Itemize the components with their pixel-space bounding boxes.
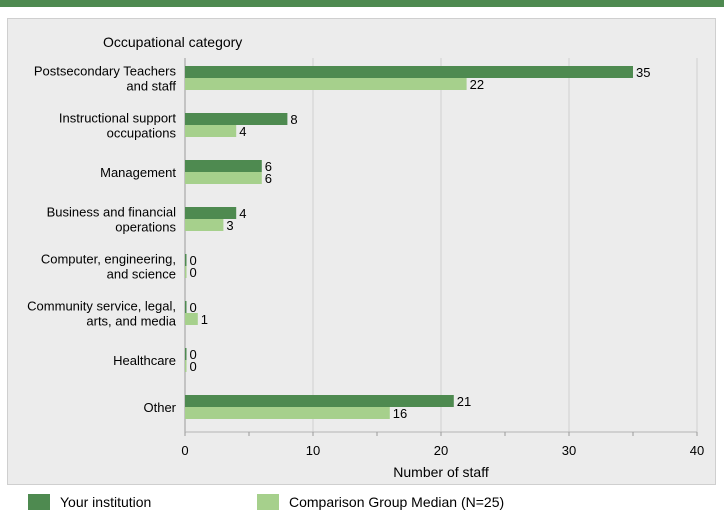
bar-comparison	[185, 172, 262, 184]
legend-swatch-comparison	[257, 494, 279, 510]
bar-comparison	[185, 266, 187, 278]
bar-primary	[185, 348, 187, 360]
x-tick-label: 30	[562, 443, 576, 458]
bar-primary	[185, 207, 237, 219]
data-label: 6	[265, 171, 272, 186]
bar-comparison	[185, 313, 198, 325]
data-label: 4	[239, 206, 246, 221]
data-label: 0	[190, 359, 197, 374]
data-label: 22	[470, 77, 484, 92]
bar-comparison	[185, 360, 187, 372]
data-label: 6	[265, 159, 272, 174]
bar-primary	[185, 395, 454, 407]
data-label: 35	[636, 65, 650, 80]
legend-swatch-primary	[28, 494, 50, 510]
bar-comparison	[185, 125, 237, 137]
category-label: Management	[100, 165, 176, 180]
legend-label-primary: Your institution	[60, 494, 152, 510]
bar-chart: Occupational category 352284664300010021…	[27, 34, 704, 480]
bar-primary	[185, 301, 187, 313]
legend-item-comparison: Comparison Group Median (N=25)	[257, 492, 504, 512]
category-label: Instructional support occupations	[59, 111, 177, 141]
x-tick-label: 40	[690, 443, 704, 458]
category-label: Computer, engineering, and science	[41, 252, 176, 282]
legend-item-primary: Your institution	[28, 492, 151, 512]
data-label: 3	[226, 218, 233, 233]
bar-comparison	[185, 219, 224, 231]
bar-primary	[185, 113, 288, 125]
top-accent-rule	[0, 0, 724, 7]
category-label: Postsecondary Teachers and staff	[34, 64, 177, 94]
x-tick-label: 0	[181, 443, 188, 458]
bar-primary	[185, 66, 633, 78]
legend-label-comparison: Comparison Group Median (N=25)	[289, 494, 505, 510]
data-label: 4	[239, 124, 246, 139]
category-labels: Postsecondary Teachers and staff Instructi…	[27, 64, 177, 416]
bar-comparison	[185, 407, 390, 419]
data-label: 0	[190, 347, 197, 362]
bar-primary	[185, 160, 262, 172]
data-label: 1	[201, 312, 208, 327]
data-label: 21	[457, 394, 471, 409]
category-label: Business and financial operations	[47, 205, 177, 235]
legend: Your institution Comparison Group Median…	[0, 488, 724, 516]
category-label: Healthcare	[113, 353, 176, 368]
category-label: Other	[143, 400, 176, 415]
data-label: 8	[290, 112, 297, 127]
x-tick-label: 10	[306, 443, 320, 458]
category-axis-title: Occupational category	[103, 34, 242, 50]
data-label: 16	[393, 406, 407, 421]
x-axis-title: Number of staff	[393, 464, 489, 480]
bar-comparison	[185, 78, 467, 90]
data-label: 0	[190, 300, 197, 315]
x-tick-label: 20	[434, 443, 448, 458]
bar-primary	[185, 254, 187, 266]
data-label: 0	[190, 265, 197, 280]
category-label: Community service, legal, arts, and media	[27, 299, 177, 329]
x-tick-labels: 0 10 20 30 40	[181, 443, 704, 458]
data-label: 0	[190, 253, 197, 268]
